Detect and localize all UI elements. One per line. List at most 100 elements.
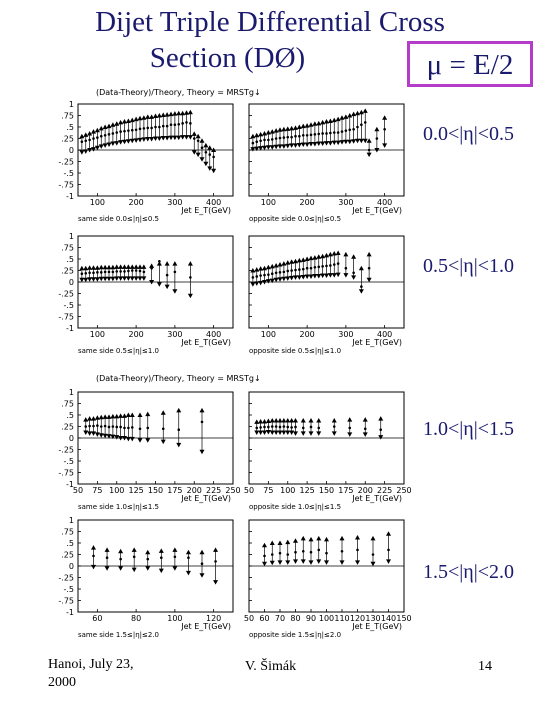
panel-1-ytick-label: -1	[66, 192, 74, 201]
panel-1-lower-marker	[187, 135, 193, 140]
panel-5-upper-marker	[114, 413, 120, 419]
panel-2-upper-marker	[339, 115, 345, 120]
panel-8-upper-marker	[355, 534, 360, 540]
panel-2-data-point	[344, 129, 348, 132]
panel-7-upper-marker	[145, 549, 151, 555]
panel-2-lower-marker	[285, 143, 291, 149]
panel-1-upper-marker	[195, 133, 201, 139]
panel-6-upper-marker	[293, 418, 298, 423]
panel-8-data-point	[294, 550, 297, 554]
panel-1-lower-marker	[203, 161, 209, 167]
panel-4-data-point	[294, 268, 297, 272]
panel-8-lower-marker	[355, 560, 360, 565]
panel-2-lower-marker	[362, 138, 368, 144]
panel-6-data-point	[348, 426, 352, 430]
panel-2-lower-marker	[265, 145, 271, 150]
panel-5-ytick-label: -.5	[63, 457, 74, 466]
panel-5-xtick-label: 125	[128, 486, 143, 495]
panel-2-lower-marker	[254, 146, 260, 152]
panel-1-ytick-label: .25	[61, 135, 74, 144]
panel-8-upper-marker	[300, 535, 306, 541]
panel-1-ytick-label: 0	[69, 146, 74, 155]
panel-1-data-point	[196, 139, 200, 143]
panel-7-lower-marker	[199, 573, 205, 578]
panel-1-lower-marker	[137, 137, 143, 143]
panel-2-data-point	[270, 138, 274, 141]
panel-7-ytick-label: .5	[66, 539, 74, 548]
panel-4-data-point	[278, 271, 282, 274]
panel-1-data-point	[208, 153, 212, 156]
panel-5-ytick-label: 0	[69, 434, 74, 443]
panel-2-data-point	[360, 123, 363, 126]
panel-6-lower-marker	[308, 431, 314, 436]
panel-2-lower-marker	[366, 152, 372, 158]
panel-2-caption: opposite side 0.0≤|η|≤0.5	[249, 215, 341, 223]
panel-2-data-point	[367, 148, 371, 152]
panel-6-lower-marker	[378, 435, 384, 440]
panel-6-xtick-label: 150	[319, 486, 334, 495]
panel-8-xtick-label: 70	[275, 614, 285, 623]
panel-5-upper-marker	[129, 412, 135, 417]
panel-2-upper-marker	[331, 117, 337, 123]
panel-8-upper-marker	[277, 540, 283, 545]
panel-3-data-point	[189, 276, 192, 279]
panel-4-data-point	[305, 266, 309, 270]
panel-4-upper-marker	[324, 252, 329, 258]
panel-8-xtick-label: 120	[350, 614, 365, 623]
panel-5-data-point	[84, 425, 88, 428]
panel-2-upper-marker	[296, 124, 302, 129]
panel-4-lower-marker	[304, 274, 310, 279]
panel-1-upper-marker	[168, 111, 174, 117]
panel-2-lower-marker	[331, 140, 337, 146]
panel-4-upper-marker	[269, 263, 275, 269]
panel-4-upper-marker	[351, 254, 357, 259]
panel-5-lower-marker	[199, 449, 205, 455]
panel-8-xtick-label: 150	[396, 614, 411, 623]
panel-2-lower-marker	[308, 142, 314, 147]
panel-3-xtick-label: 400	[206, 330, 221, 339]
panel-3-lower-marker	[102, 276, 108, 282]
panel-1-lower-marker	[199, 157, 205, 162]
panel-1-data-point	[185, 121, 188, 124]
panel-2-upper-marker	[285, 126, 291, 131]
panel-4-lower-marker	[254, 281, 260, 286]
panel-4-data-point	[274, 271, 278, 275]
panel-8-data-point	[286, 553, 290, 556]
panel-5-upper-marker	[145, 411, 151, 417]
panel-3-data-point	[158, 260, 161, 263]
panel-3-lower-marker	[79, 277, 85, 283]
panel-1-lower-marker	[153, 136, 158, 141]
panel-2-upper-marker	[355, 110, 360, 116]
panel-4-upper-marker	[258, 266, 264, 271]
panel-7-lower-marker	[158, 568, 164, 574]
panel-2-upper-marker	[258, 131, 264, 137]
panel-3-lower-marker	[94, 277, 100, 282]
panel-5-ytick-label: 1	[69, 388, 74, 397]
panel-4-data-point	[301, 267, 305, 271]
panel-8-data-point	[317, 548, 321, 552]
panel-8-xtick-label: 90	[306, 614, 316, 623]
panel-5-data-point	[177, 428, 181, 432]
panel-1-lower-marker	[125, 139, 131, 144]
panel-4-lower-marker	[324, 273, 329, 279]
panel-8-xtick-label: 60	[259, 614, 269, 623]
panel-1-upper-marker	[141, 115, 147, 120]
panel-3-ytick-label: -.75	[58, 313, 74, 322]
panel-1-lower-marker	[149, 136, 155, 142]
panel-5-upper-marker	[94, 415, 100, 420]
panel-3-upper-marker	[83, 265, 89, 271]
panel-6-upper-marker	[273, 418, 279, 423]
panel-1-upper-marker	[122, 118, 127, 124]
panel-4-xtick-label: 400	[377, 330, 392, 339]
eta-bin-label-1: 0.0<|η|<0.5	[423, 123, 515, 145]
panel-5-xtick-label: 200	[187, 486, 202, 495]
panel-4-upper-marker	[304, 256, 310, 261]
panel-4-upper-marker	[293, 258, 298, 264]
panel-5-data-point	[138, 427, 142, 431]
panel-4-lower-marker	[281, 276, 287, 282]
panel-2-lower-marker	[250, 147, 256, 152]
panel-3-data-point	[123, 270, 126, 273]
panel-3-data-point	[119, 270, 122, 273]
panel-1-upper-marker	[160, 112, 166, 118]
panel-5-lower-marker	[98, 433, 104, 438]
